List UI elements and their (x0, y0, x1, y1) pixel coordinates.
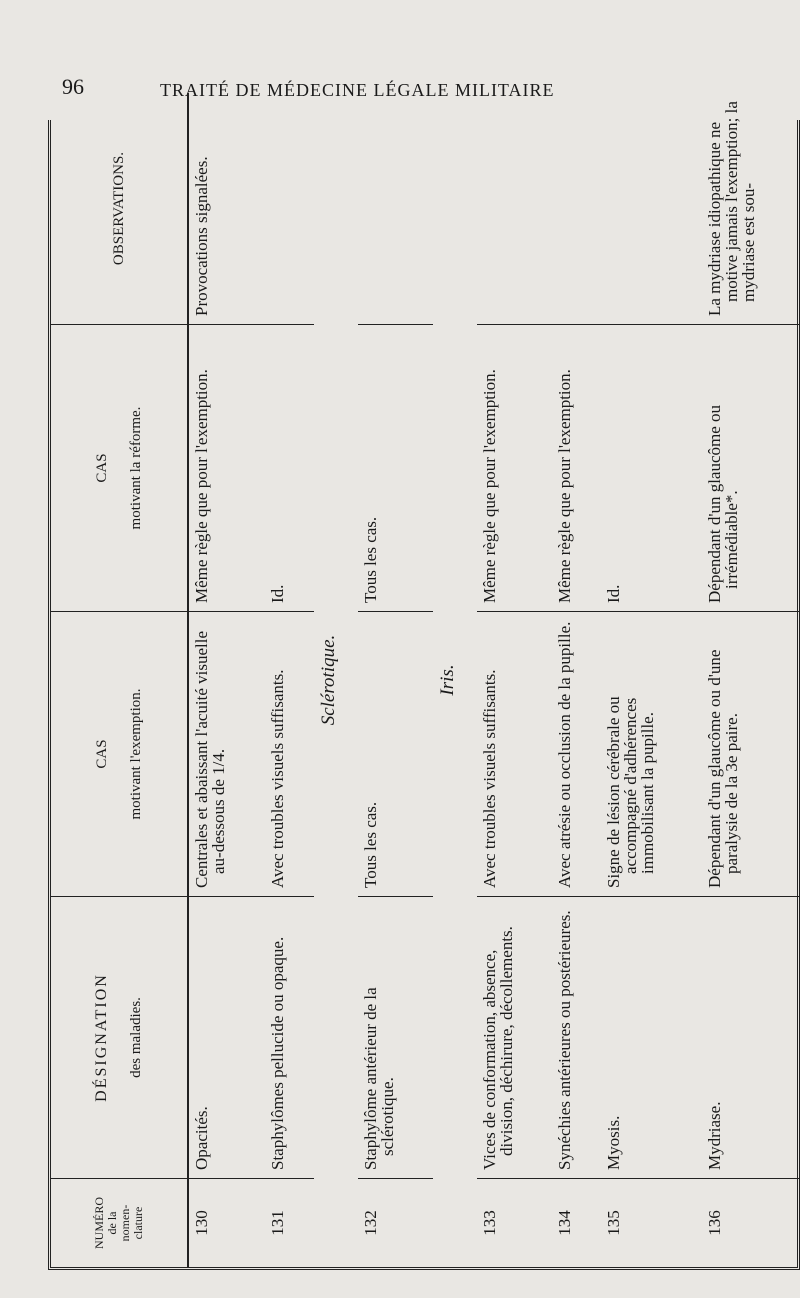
cell-exemption: Avec atrésie ou occlusion de la pupille. (551, 611, 602, 897)
cell-reforme: Même règle que pour l'exemption. (551, 324, 602, 612)
cell-num: 132 (358, 1179, 433, 1268)
header-text: CAS (93, 453, 110, 483)
cell-num: 136 (702, 1179, 800, 1268)
cell-text: Avec atrésie ou occlusion de la pupille. (554, 621, 574, 888)
cell-reforme: Même règle que pour l'exemption. (188, 324, 265, 612)
cell-text: Staphylôme antérieur de la sclérotique. (360, 987, 397, 1170)
cell-reforme: Dépendant d'un glaucôme ou irrémédiable*… (702, 324, 800, 612)
cell-text: Avec troubles visuels suffisants. (479, 669, 499, 888)
cell-observations: La mydriase idiopathique ne motive jamai… (702, 93, 800, 325)
cell-text: Id. (267, 584, 287, 603)
header-numero: NUMÉRO de la nomen- clature (51, 1178, 188, 1267)
header-reforme: CAS motivant la réforme. (51, 324, 188, 612)
cell-designation: Myosis. (601, 896, 703, 1179)
cell-exemption: Dépendant d'un glaucôme ou d'une paralys… (702, 611, 800, 897)
section-row: Iris. (433, 93, 477, 1267)
header-text: CAS (93, 739, 110, 769)
header-observations: OBSERVATIONS. (51, 93, 188, 325)
cell-text: La mydriase idiopathique ne motive jamai… (705, 101, 759, 316)
cell-designation: Staphylôme antérieur de la sclérotique. (357, 896, 434, 1179)
cell-num: 130 (188, 1179, 265, 1268)
table-row: 134 Synéchies antérieures ou postérieures… (551, 93, 602, 1268)
running-title: TRAITÉ DE MÉDECINE LÉGALE MILITAIRE (160, 80, 555, 100)
rotated-table: NUMÉRO de la nomen- clature DÉSIGNATION … (48, 93, 800, 1270)
header-exemption: CAS motivant l'exemption. (51, 611, 188, 897)
table-row: 135 Myosis. Signe de lésion cérébrale ou a… (601, 93, 703, 1268)
page-number: 96 (62, 74, 84, 99)
header-text: clature (131, 1206, 145, 1240)
table-row: 130 Opacités. Centrales et abaissant l'acu… (188, 93, 265, 1267)
table-row: 132 Staphylôme antérieur de la sclérotiqu… (357, 93, 434, 1268)
header-text: motivant l'exemption. (127, 688, 144, 820)
cell-num: 134 (552, 1179, 602, 1268)
cell-text: Provocations signalées. (192, 156, 211, 316)
cell-observations (551, 93, 602, 325)
cell-reforme: Id. (601, 324, 703, 612)
cell-observations (476, 93, 552, 325)
cell-designation: Vices de conformation, absence, division… (476, 896, 552, 1179)
cell-designation: Mydriase. (702, 896, 800, 1179)
header-text: NUMÉRO (92, 1197, 106, 1250)
cell-text: Staphylômes pellucide ou opaque. (267, 936, 287, 1170)
cell-num: 131 (265, 1179, 315, 1268)
cell-text: Centrales et abaissant l'acuité visuelle… (192, 630, 228, 888)
cell-designation: Staphylômes pellucide ou opaque. (264, 896, 315, 1179)
header-text: DÉSIGNATION (93, 973, 110, 1102)
cell-text: Même règle que pour l'exemption. (554, 369, 574, 603)
cell-text: Même règle que pour l'exemption. (479, 369, 499, 603)
cell-exemption: Centrales et abaissant l'acuité visuelle… (188, 611, 265, 897)
cell-observations (264, 93, 315, 325)
cell-text: Id. (604, 584, 624, 603)
cell-text: Tous les cas. (360, 801, 380, 888)
cell-text: 135 (604, 1210, 624, 1236)
cell-designation: Opacités. (188, 896, 265, 1179)
cell-text: Avec troubles visuels suffisants. (267, 669, 287, 888)
cell-observations (357, 93, 434, 325)
cell-text: Tous les cas. (360, 516, 380, 603)
cell-text: 131 (267, 1210, 287, 1236)
cell-designation: Synéchies antérieures ou postérieures. (551, 896, 602, 1179)
cell-text: Mydriase. (705, 1101, 725, 1170)
cell-exemption: Tous les cas. (357, 611, 434, 897)
table-row: 131 Staphylômes pellucide ou opaque. Avec … (264, 93, 315, 1268)
cell-observations (601, 93, 703, 325)
cell-text: 130 (192, 1210, 211, 1236)
cell-text: Vices de conformation, absence, division… (479, 926, 516, 1170)
cell-text: Synéchies antérieures ou postérieures. (554, 910, 574, 1170)
cell-text: 133 (479, 1210, 499, 1236)
cell-reforme: Id. (264, 324, 315, 612)
cell-text: 134 (554, 1210, 574, 1236)
cell-text: Myosis. (604, 1115, 624, 1170)
header-text: motivant la réforme. (127, 406, 144, 530)
nomenclature-table: NUMÉRO de la nomen- clature DÉSIGNATION … (51, 93, 800, 1267)
cell-reforme: Tous les cas. (357, 324, 434, 612)
cell-observations: Provocations signalées. (188, 93, 265, 325)
section-title: Sclérotique. (318, 634, 340, 726)
cell-text: 132 (360, 1210, 380, 1236)
cell-exemption: Avec troubles visuels suffisants. (264, 611, 315, 897)
cell-text: Même règle que pour l'exemption. (192, 369, 211, 603)
section-title: Iris. (437, 664, 459, 696)
cell-text: Dépendant d'un glaucôme ou d'une paralys… (705, 649, 742, 888)
cell-num: 133 (477, 1179, 552, 1268)
cell-text: Opacités. (192, 1106, 211, 1170)
header-text: de la (105, 1211, 119, 1235)
cell-text: Dépendant d'un glaucôme ou irrémédiable*… (705, 404, 742, 603)
table-row: 133 Vices de conformation, absence, divis… (476, 93, 552, 1268)
cell-text: Signe de lésion cérébrale ou accompagné … (604, 696, 658, 888)
header-designation: DÉSIGNATION des maladies. (51, 896, 188, 1179)
cell-num: 135 (601, 1179, 702, 1268)
cell-exemption: Signe de lésion cérébrale ou accompagné … (601, 611, 703, 897)
table-row: 136 Mydriase. Dépendant d'un glaucôme ou d… (702, 93, 800, 1267)
cell-reforme: Même règle que pour l'exemption. (476, 324, 552, 612)
section-row: Sclérotique. (314, 93, 358, 1267)
cell-exemption: Avec troubles visuels suffisants. (476, 611, 552, 897)
header-text: nomen- (118, 1204, 132, 1242)
header-text: des maladies. (128, 997, 144, 1078)
header-row: NUMÉRO de la nomen- clature DÉSIGNATION … (51, 93, 188, 1267)
cell-text: 136 (705, 1210, 725, 1236)
